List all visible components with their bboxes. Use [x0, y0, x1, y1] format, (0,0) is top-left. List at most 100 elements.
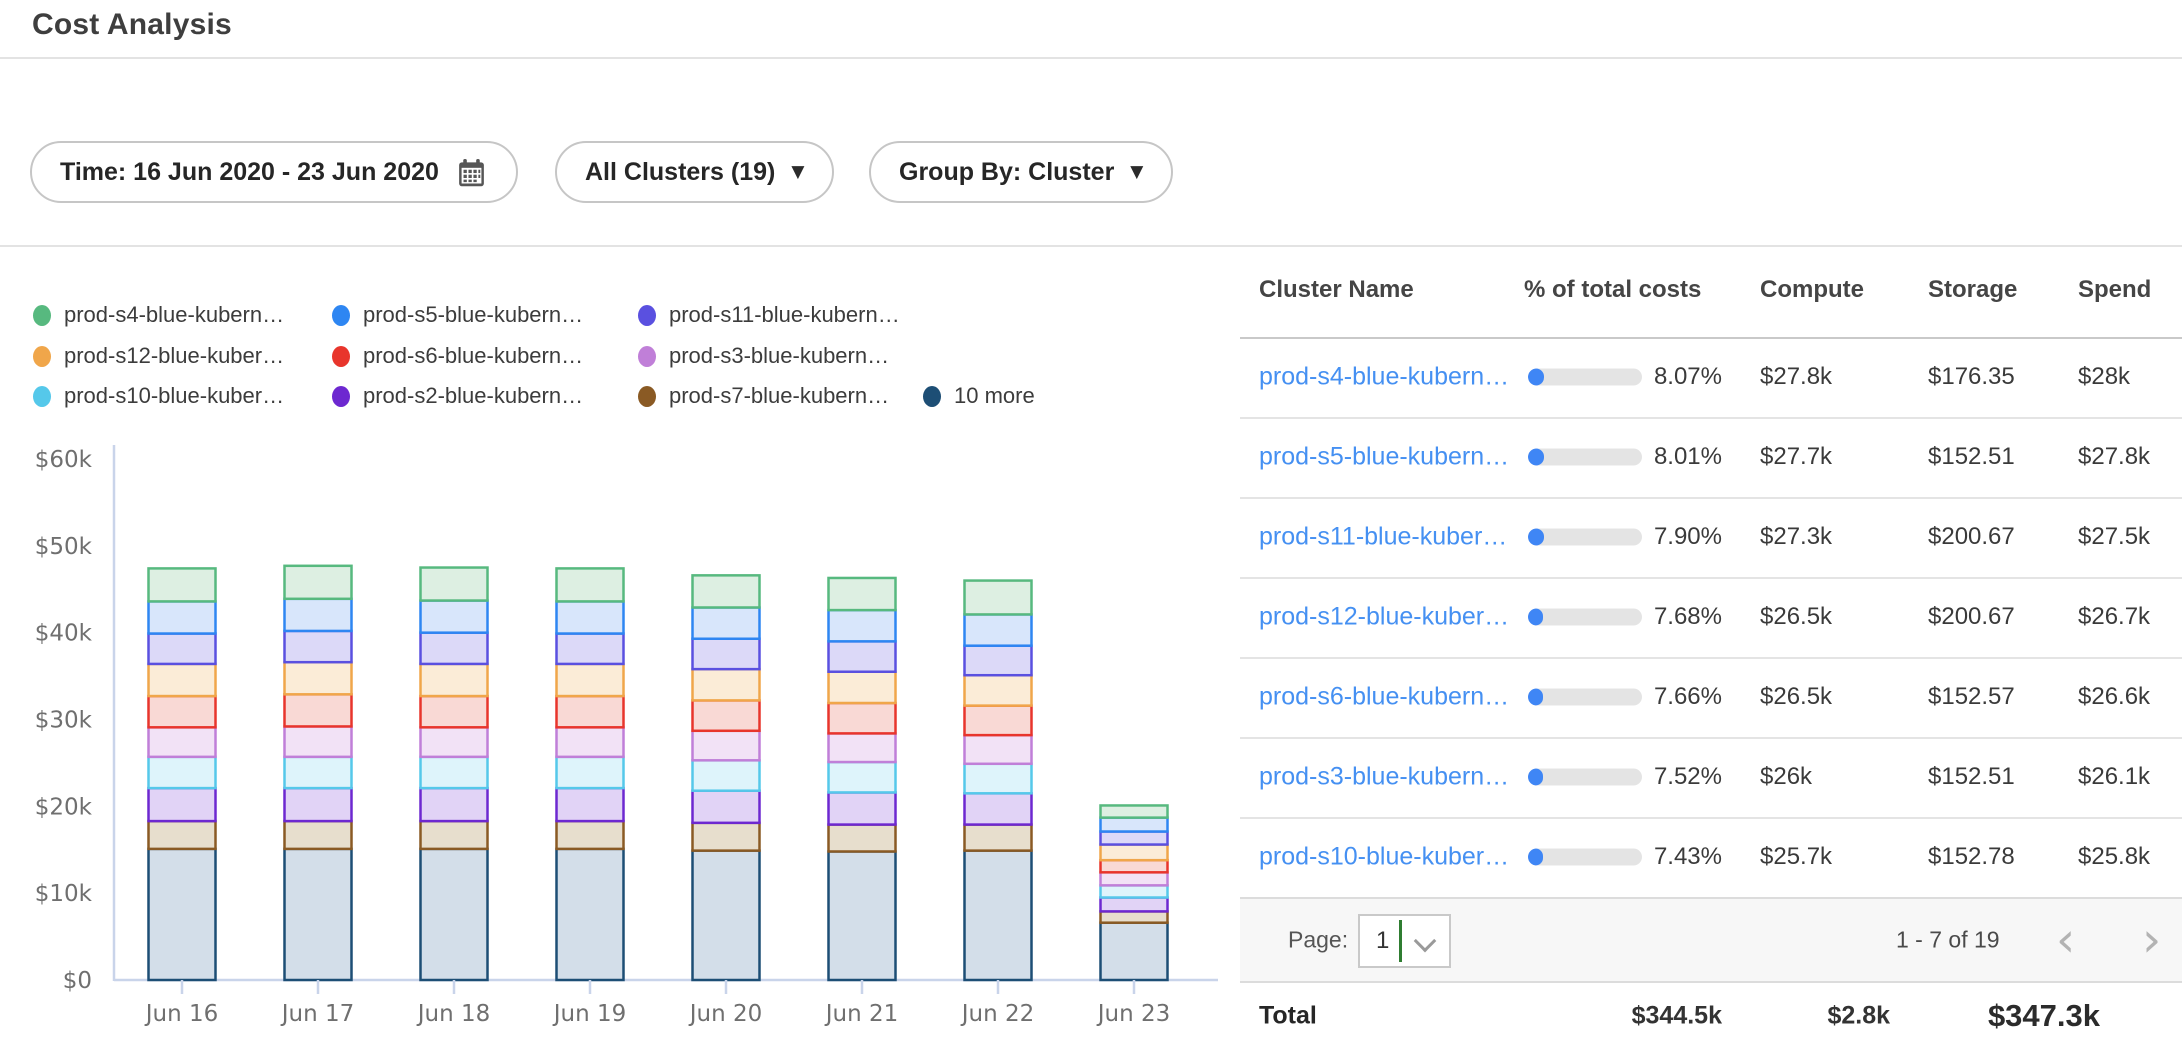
legend-item[interactable]: 10 more: [923, 383, 1035, 409]
bar-segment[interactable]: [555, 819, 625, 851]
bar-segment[interactable]: [419, 726, 489, 759]
cluster-link[interactable]: prod-s4-blue-kubern…: [1259, 362, 1510, 391]
bar-segment[interactable]: [1099, 843, 1169, 862]
bar-segment[interactable]: [283, 693, 353, 728]
bar-segment[interactable]: [827, 608, 897, 643]
page-select[interactable]: 1: [1358, 914, 1451, 968]
bar-segment[interactable]: [555, 632, 625, 666]
prev-page-button[interactable]: ‹: [2056, 912, 2076, 968]
bar-segment[interactable]: [147, 819, 217, 851]
bar-segment[interactable]: [827, 850, 897, 982]
legend-item[interactable]: prod-s3-blue-kubern…: [638, 343, 889, 369]
bar-segment[interactable]: [419, 694, 489, 729]
bar-segment[interactable]: [963, 823, 1033, 852]
bar-segment[interactable]: [283, 629, 353, 664]
bar-segment[interactable]: [963, 762, 1033, 795]
bar-segment[interactable]: [691, 729, 761, 762]
bar-segment[interactable]: [555, 847, 625, 982]
bar-segment[interactable]: [147, 694, 217, 729]
bar-segment[interactable]: [555, 600, 625, 635]
bar-segment[interactable]: [147, 600, 217, 635]
bar-segment[interactable]: [963, 644, 1033, 677]
bar-segment[interactable]: [691, 699, 761, 733]
bar-segment[interactable]: [147, 632, 217, 666]
legend-item[interactable]: prod-s2-blue-kubern…: [332, 383, 583, 409]
bar-segment[interactable]: [147, 786, 217, 823]
bar-segment[interactable]: [283, 564, 353, 601]
bar-segment[interactable]: [419, 847, 489, 982]
legend-item[interactable]: prod-s4-blue-kubern…: [33, 302, 284, 328]
bar-segment[interactable]: [147, 847, 217, 982]
bar-segment[interactable]: [691, 606, 761, 640]
cluster-link[interactable]: prod-s3-blue-kubern…: [1259, 762, 1510, 791]
bar-segment[interactable]: [555, 755, 625, 790]
bar-segment[interactable]: [827, 670, 897, 705]
clusters-filter[interactable]: All Clusters (19) ▼: [555, 141, 835, 203]
cluster-link[interactable]: prod-s12-blue-kuber…: [1259, 602, 1510, 631]
bar-segment[interactable]: [827, 640, 897, 673]
time-range-filter[interactable]: Time: 16 Jun 2020 - 23 Jun 2020: [30, 141, 518, 203]
bar-segment[interactable]: [147, 726, 217, 759]
next-page-button[interactable]: ›: [2142, 912, 2162, 968]
cluster-link[interactable]: prod-s6-blue-kubern…: [1259, 682, 1510, 711]
bar-segment[interactable]: [419, 755, 489, 790]
bar-segment[interactable]: [1099, 816, 1169, 833]
bar-segment[interactable]: [555, 726, 625, 759]
bar-segment[interactable]: [419, 819, 489, 851]
bar-segment[interactable]: [283, 819, 353, 851]
legend-item[interactable]: prod-s10-blue-kuber…: [33, 383, 284, 409]
bar-segment[interactable]: [827, 791, 897, 826]
bar-segment[interactable]: [283, 755, 353, 790]
bar-segment[interactable]: [691, 637, 761, 671]
bar-segment[interactable]: [963, 673, 1033, 707]
bar-segment[interactable]: [419, 786, 489, 823]
bar-segment[interactable]: [1099, 910, 1169, 924]
bar-segment[interactable]: [1099, 896, 1169, 913]
bar-segment[interactable]: [1099, 804, 1169, 819]
bar-segment[interactable]: [283, 725, 353, 759]
bar-segment[interactable]: [827, 701, 897, 735]
bar-segment[interactable]: [691, 667, 761, 702]
bar-segment[interactable]: [555, 786, 625, 823]
bar-segment[interactable]: [555, 694, 625, 729]
bar-segment[interactable]: [419, 662, 489, 698]
bar-segment[interactable]: [691, 789, 761, 825]
legend-item[interactable]: prod-s5-blue-kubern…: [332, 302, 583, 328]
bar-segment[interactable]: [147, 567, 217, 603]
group-by-filter[interactable]: Group By: Cluster ▼: [869, 141, 1174, 203]
cluster-link[interactable]: prod-s10-blue-kuber…: [1259, 842, 1510, 871]
bar-segment[interactable]: [283, 786, 353, 823]
bar-segment[interactable]: [555, 567, 625, 603]
legend-item[interactable]: prod-s11-blue-kubern…: [638, 302, 900, 328]
bar-segment[interactable]: [963, 613, 1033, 647]
bar-segment[interactable]: [283, 660, 353, 696]
bar-segment[interactable]: [963, 849, 1033, 982]
cluster-link[interactable]: prod-s11-blue-kuber…: [1259, 522, 1508, 551]
bar-segment[interactable]: [691, 849, 761, 982]
bar-segment[interactable]: [1099, 921, 1169, 982]
bar-segment[interactable]: [827, 732, 897, 764]
bar-segment[interactable]: [419, 566, 489, 602]
bar-segment[interactable]: [555, 662, 625, 698]
bar-segment[interactable]: [1099, 884, 1169, 899]
bar-segment[interactable]: [283, 847, 353, 982]
bar-segment[interactable]: [419, 599, 489, 634]
bar-segment[interactable]: [1099, 858, 1169, 874]
legend-item[interactable]: prod-s12-blue-kuber…: [33, 343, 284, 369]
bar-segment[interactable]: [1099, 830, 1169, 846]
bar-segment[interactable]: [147, 662, 217, 698]
bar-segment[interactable]: [963, 579, 1033, 616]
bar-segment[interactable]: [691, 821, 761, 852]
bar-segment[interactable]: [147, 755, 217, 790]
bar-segment[interactable]: [419, 631, 489, 666]
bar-segment[interactable]: [1099, 871, 1169, 887]
bar-segment[interactable]: [963, 733, 1033, 766]
bar-segment[interactable]: [827, 576, 897, 612]
bar-segment[interactable]: [691, 574, 761, 609]
bar-segment[interactable]: [963, 792, 1033, 826]
legend-item[interactable]: prod-s7-blue-kubern…: [638, 383, 889, 409]
legend-item[interactable]: prod-s6-blue-kubern…: [332, 343, 583, 369]
bar-segment[interactable]: [283, 597, 353, 633]
bar-segment[interactable]: [827, 760, 897, 794]
bar-segment[interactable]: [691, 759, 761, 792]
